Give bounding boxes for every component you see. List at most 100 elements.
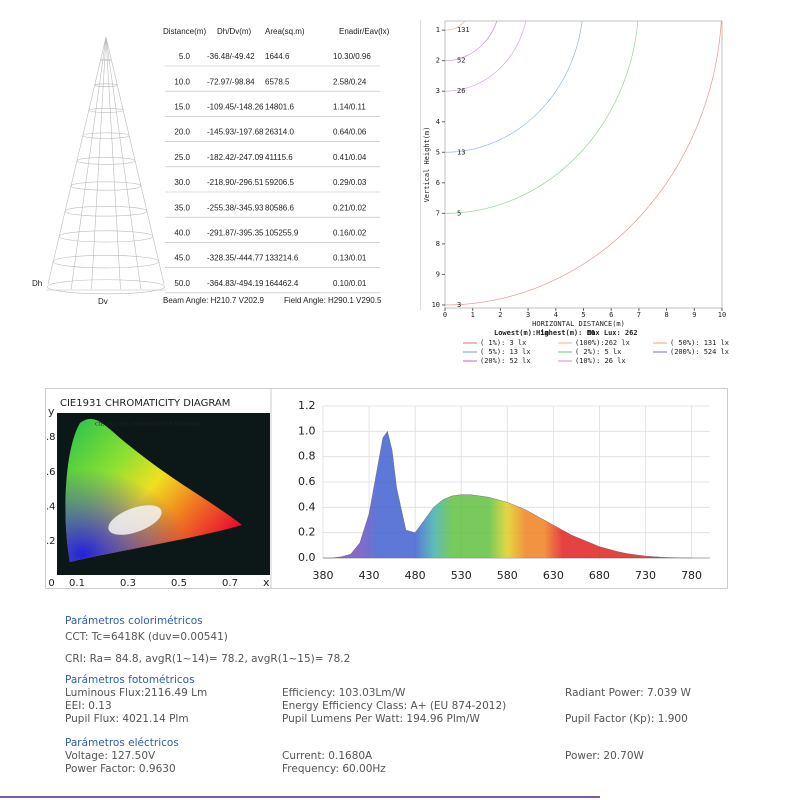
x-tick-label: 730 [635, 569, 656, 582]
contour-line [445, 21, 466, 31]
table-cell: -72.97/-98.84 [207, 77, 255, 86]
table-cell: 1.14/0.11 [333, 103, 366, 112]
beam-angle: Beam Angle: H210.7 V202.9 [163, 296, 265, 305]
param-item: Radiant Power: 7.039 W [565, 687, 691, 699]
cone-edge [70, 36, 107, 290]
contour-line [445, 21, 527, 92]
contour-label: 13 [457, 148, 465, 156]
x-tick-label: 9 [692, 311, 696, 319]
cone-ring [76, 157, 136, 165]
x-tick-label: 5 [581, 311, 585, 319]
table-cell: 0.21/0.02 [333, 203, 367, 212]
param-item: Power Factor: 0.9630 [65, 763, 176, 775]
table-cell: 10.30/0.96 [333, 52, 371, 61]
table-cell: 0.41/0.04 [333, 153, 367, 162]
table-cell: 0.29/0.03 [333, 178, 367, 187]
table-cell: 6578.5 [265, 77, 290, 86]
parameters: Parámetros colorimétricos CCT: Tc=6418K (… [65, 615, 691, 775]
y-axis-label: Vertical Height(m) [423, 127, 431, 203]
legend-label: ( 1%): 3 lx [480, 339, 526, 347]
divider [420, 20, 421, 310]
table-cell: 20.0 [174, 128, 190, 137]
table-cell: -218.90/-296.51 [207, 178, 264, 187]
x-axis-label: x [263, 576, 270, 589]
param-line: CRI: Ra= 84.8, avgR(1~14)= 78.2, avgR(1~… [65, 653, 350, 665]
table-cell: -182.42/-247.09 [207, 153, 264, 162]
contour-line [445, 21, 498, 62]
table-cell: 0.10/0.01 [333, 279, 367, 288]
cone-ring [70, 181, 142, 191]
plot-frame [444, 20, 723, 309]
table-header: Enadir/Eav(lx) [339, 27, 390, 36]
x-tick-label: 7 [637, 311, 641, 319]
x-tick-label: 630 [543, 569, 564, 582]
cie-panel: CIE1931 CHROMATICITY DIAGRAM CIE 1931XYZ … [46, 398, 270, 589]
legend-label: (20%): 52 lx [480, 357, 531, 365]
contours [445, 21, 722, 306]
param-item: Pupil Flux: 4021.14 Plm [65, 713, 189, 725]
table-cell: 2.58/0.24 [333, 77, 367, 86]
y-tick-label: 5 [436, 148, 440, 156]
cone-edge [105, 36, 121, 290]
cone-edge [105, 36, 142, 290]
dh-label: Dh [32, 279, 42, 288]
inner-title: CIE 1931XYZ CHROMATICITY DIAGRAM [95, 422, 201, 428]
x-tick-label: 0.5 [171, 578, 187, 589]
legend-label: (10%): 26 lx [575, 357, 626, 365]
cie-white-point [108, 505, 162, 535]
x-tick-label: 0.3 [120, 578, 136, 589]
y-tick-label: 6 [436, 179, 440, 187]
spectrum-panel: 0.0 0.2 0.4 0.6 0.8 1.0 1.2 380 430 480 530 580 630 6… [298, 399, 710, 582]
cone-ring [100, 59, 112, 61]
table-header: Distance(m) [163, 27, 206, 36]
table-cell: 59206.5 [265, 178, 294, 187]
y-tick-label: .2 [46, 536, 56, 547]
cone-edge [105, 36, 165, 285]
table-cell: -291.87/-395.35 [207, 229, 264, 238]
x-tick-label: 4 [554, 311, 558, 319]
x-tick-label: 0.1 [69, 578, 85, 589]
table-cell: 15.0 [174, 103, 190, 112]
table-cell: 133214.6 [265, 254, 299, 263]
y-tick-label: 9 [436, 270, 440, 278]
y-tick-label: 0.6 [298, 475, 316, 488]
x-tick-label: 8 [664, 311, 668, 319]
table-cell: 105255.9 [265, 229, 299, 238]
legend-label: ( 2%): 5 lx [575, 348, 621, 356]
cone-panel: Distance(m) Dh/Dv(m) Area(sq.m) Enadir/Eav(… [32, 27, 390, 306]
y-tick-label: 4 [436, 118, 440, 126]
x-tick-label: 2 [498, 311, 502, 319]
contour-line [445, 21, 639, 214]
cone-edge [91, 36, 107, 290]
table-cell: 25.0 [174, 153, 190, 162]
param-item: Current: 0.1680A [282, 750, 373, 762]
table-cell: 10.0 [174, 77, 190, 86]
y-tick-label: 2 [436, 57, 440, 65]
summary: Max Lux: 262 [587, 329, 638, 337]
table-cell: -145.93/-197.68 [207, 128, 264, 137]
table-header: Dh/Dv(m) [217, 27, 252, 36]
x-tick-label: 580 [497, 569, 518, 582]
contour-label: 26 [457, 87, 465, 95]
table-cell: -255.38/-345.93 [207, 203, 264, 212]
contour-label: 52 [457, 57, 465, 65]
spectrum-line [323, 430, 692, 559]
cone-ring [47, 279, 165, 295]
table-cell: 14801.6 [265, 103, 294, 112]
y-tick-label: .4 [46, 501, 56, 512]
cone-ring [52, 254, 160, 269]
table-cell: 0.16/0.02 [333, 229, 367, 238]
param-item: Energy Efficiency Class: A+ (EU 874-2012… [282, 700, 506, 712]
y-tick-label: 0.8 [298, 450, 316, 463]
y-tick-label: 3 [436, 87, 440, 95]
x-tick-label: 6 [609, 311, 613, 319]
table-cell: 30.0 [174, 178, 190, 187]
y-tick-label: 10 [432, 301, 440, 309]
dv-label: Dv [98, 297, 108, 306]
cone-edge [47, 36, 107, 285]
legend-label: (200%): 524 lx [670, 348, 729, 356]
param-item: Pupil Factor (Kp): 1.900 [565, 713, 688, 725]
legend-label: ( 5%): 13 lx [480, 348, 531, 356]
